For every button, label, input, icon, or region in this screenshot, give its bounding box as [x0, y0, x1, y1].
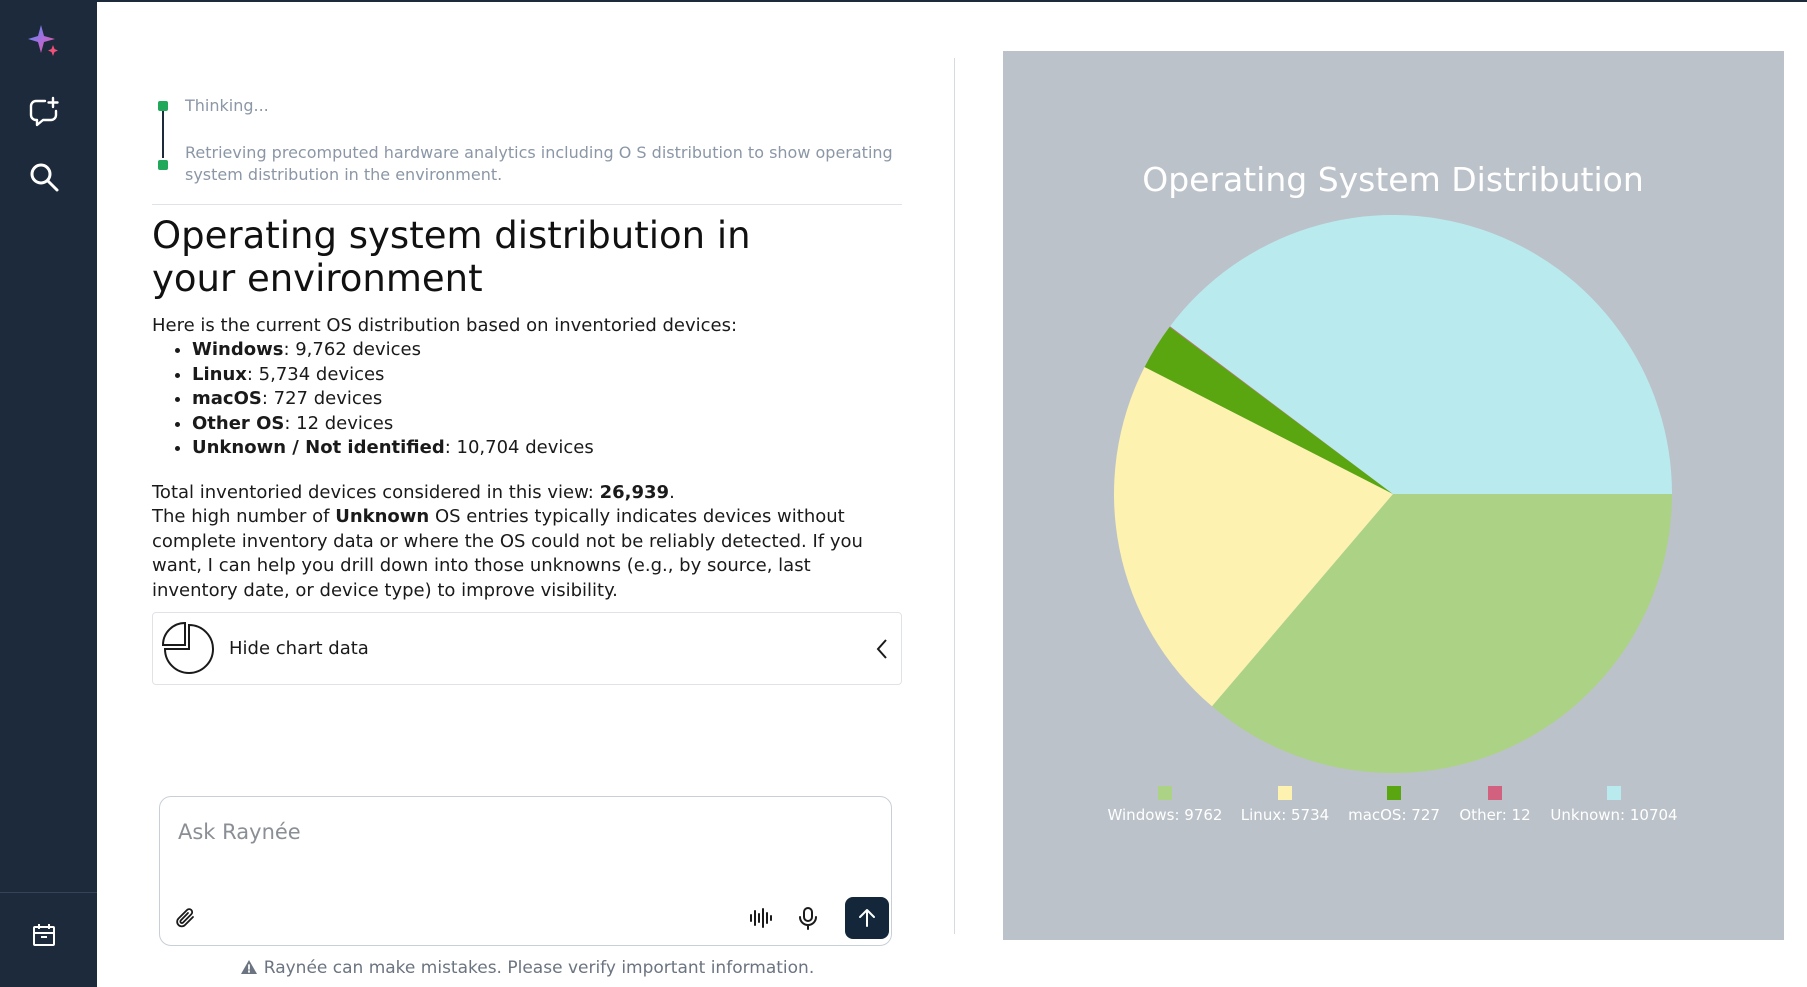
- step-dot-icon: [158, 101, 168, 111]
- answer-title: Operating system distribution in your en…: [152, 214, 751, 300]
- legend-swatch-macos: [1387, 786, 1401, 800]
- os-name: macOS: [192, 388, 262, 409]
- main-area: Thinking... Retrieving precomputed hardw…: [97, 0, 1807, 987]
- total-suffix: .: [669, 481, 675, 503]
- list-item: Linux: 5,734 devices: [192, 363, 902, 388]
- pie-slice-other[interactable]: [1169, 326, 1393, 494]
- hide-chart-data-button[interactable]: Hide chart data: [152, 612, 902, 685]
- legend-label-other: Other: 12: [1459, 806, 1530, 824]
- assistant-answer: Operating system distribution in your en…: [152, 214, 902, 603]
- legend-label-linux: Linux: 5734: [1241, 806, 1329, 824]
- ask-input[interactable]: [178, 815, 868, 849]
- os-count: : 10,704 devices: [444, 437, 594, 458]
- step-dot-icon: [158, 160, 168, 170]
- list-item: Unknown / Not identified: 10,704 devices: [192, 436, 902, 461]
- composer: [159, 796, 892, 946]
- os-name: Linux: [192, 363, 247, 385]
- pie-slice-unknown[interactable]: [1170, 214, 1672, 494]
- para-prefix: The high number of: [152, 506, 336, 527]
- total-label: Total inventoried devices considered in …: [152, 481, 600, 503]
- pie-chart-icon: [161, 621, 214, 674]
- new-chat-icon[interactable]: [24, 92, 64, 132]
- thinking-steps: Thinking... Retrieving precomputed hardw…: [152, 94, 902, 206]
- pie-chart: Operating System Distribution Windows: 97…: [1108, 160, 1678, 824]
- warning-icon: [240, 959, 258, 980]
- thinking-step-line: Retrieving precomputed hardware analytic…: [185, 143, 893, 162]
- chevron-left-icon: [876, 639, 887, 659]
- voice-waveform-icon[interactable]: [745, 902, 777, 934]
- attach-icon[interactable]: [170, 902, 202, 934]
- sidebar: [0, 0, 97, 987]
- sidebar-divider: [0, 892, 97, 893]
- thinking-step-line: system distribution in the environment.: [185, 165, 503, 184]
- os-count: : 5,734 devices: [246, 363, 385, 385]
- legend-label-macos: macOS: 727: [1348, 806, 1440, 824]
- list-item: Windows: 9,762 devices: [192, 338, 902, 363]
- pie-slice-windows[interactable]: [1211, 494, 1672, 774]
- legend-swatch-windows: [1158, 786, 1172, 800]
- os-list: Windows: 9,762 devices Linux: 5,734 devi…: [192, 338, 902, 461]
- answer-intro: Here is the current OS distribution base…: [152, 315, 738, 336]
- list-item: macOS: 727 devices: [192, 387, 902, 412]
- search-icon[interactable]: [24, 157, 64, 197]
- chat-column: Thinking... Retrieving precomputed hardw…: [152, 2, 902, 987]
- os-name: Unknown / Not identified: [192, 437, 445, 458]
- disclaimer-text: Raynée can make mistakes. Please verify …: [263, 958, 815, 978]
- legend-swatch-linux: [1278, 786, 1292, 800]
- legend-swatch-other: [1488, 786, 1502, 800]
- send-button[interactable]: [845, 897, 889, 939]
- para-bold: Unknown: [335, 506, 430, 527]
- calendar-icon[interactable]: [24, 915, 64, 955]
- microphone-icon[interactable]: [792, 902, 824, 934]
- arrow-up-icon: [859, 909, 875, 927]
- total-line: Total inventoried devices considered in …: [152, 481, 902, 506]
- sparkle-logo-icon[interactable]: [24, 20, 64, 60]
- chart-panel: Operating System Distribution Windows: 97…: [1003, 51, 1784, 940]
- chart-title: Operating System Distribution: [1142, 160, 1644, 199]
- pie-slice-macos[interactable]: [1144, 326, 1393, 494]
- para-rest: OS entries typically indicates devices w…: [152, 506, 863, 601]
- legend-label-unknown: Unknown: 10704: [1550, 806, 1677, 824]
- legend-label-windows: Windows: 9762: [1108, 806, 1223, 824]
- list-item: Other OS: 12 devices: [192, 412, 902, 437]
- total-value: 26,939: [599, 481, 670, 503]
- disclaimer: Raynée can make mistakes. Please verify …: [152, 958, 902, 980]
- thinking-timeline-line: [162, 106, 164, 158]
- os-name: Windows: [192, 339, 284, 360]
- os-count: : 12 devices: [284, 412, 394, 434]
- os-count: : 727 devices: [261, 388, 383, 409]
- column-divider: [954, 58, 955, 934]
- hide-chart-label: Hide chart data: [229, 638, 369, 659]
- divider: [152, 204, 902, 205]
- pie-slice-linux[interactable]: [1113, 366, 1393, 707]
- legend-swatch-unknown: [1607, 786, 1621, 800]
- thinking-label: Thinking...: [185, 96, 269, 115]
- os-name: Other OS: [192, 412, 285, 434]
- os-count: : 9,762 devices: [283, 339, 421, 360]
- explanation-paragraph: The high number of Unknown OS entries ty…: [152, 505, 892, 603]
